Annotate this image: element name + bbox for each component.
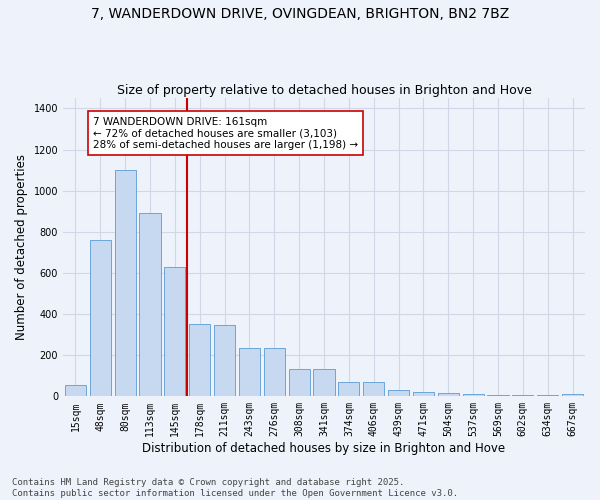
Bar <box>189 324 211 396</box>
Bar <box>90 240 111 396</box>
Bar <box>115 170 136 396</box>
Y-axis label: Number of detached properties: Number of detached properties <box>15 154 28 340</box>
Bar <box>214 326 235 396</box>
Text: 7 WANDERDOWN DRIVE: 161sqm
← 72% of detached houses are smaller (3,103)
28% of s: 7 WANDERDOWN DRIVE: 161sqm ← 72% of deta… <box>93 116 358 150</box>
Title: Size of property relative to detached houses in Brighton and Hove: Size of property relative to detached ho… <box>116 84 532 97</box>
Text: 7, WANDERDOWN DRIVE, OVINGDEAN, BRIGHTON, BN2 7BZ: 7, WANDERDOWN DRIVE, OVINGDEAN, BRIGHTON… <box>91 8 509 22</box>
Bar <box>289 368 310 396</box>
Bar <box>65 385 86 396</box>
Bar <box>413 392 434 396</box>
Bar <box>562 394 583 396</box>
Text: Contains HM Land Registry data © Crown copyright and database right 2025.
Contai: Contains HM Land Registry data © Crown c… <box>12 478 458 498</box>
Bar <box>338 382 359 396</box>
X-axis label: Distribution of detached houses by size in Brighton and Hove: Distribution of detached houses by size … <box>142 442 506 455</box>
Bar <box>388 390 409 396</box>
Bar <box>363 382 384 396</box>
Bar <box>264 348 285 397</box>
Bar <box>164 267 185 396</box>
Bar <box>438 393 459 396</box>
Bar <box>463 394 484 396</box>
Bar <box>139 214 161 396</box>
Bar <box>313 368 335 396</box>
Bar <box>239 348 260 397</box>
